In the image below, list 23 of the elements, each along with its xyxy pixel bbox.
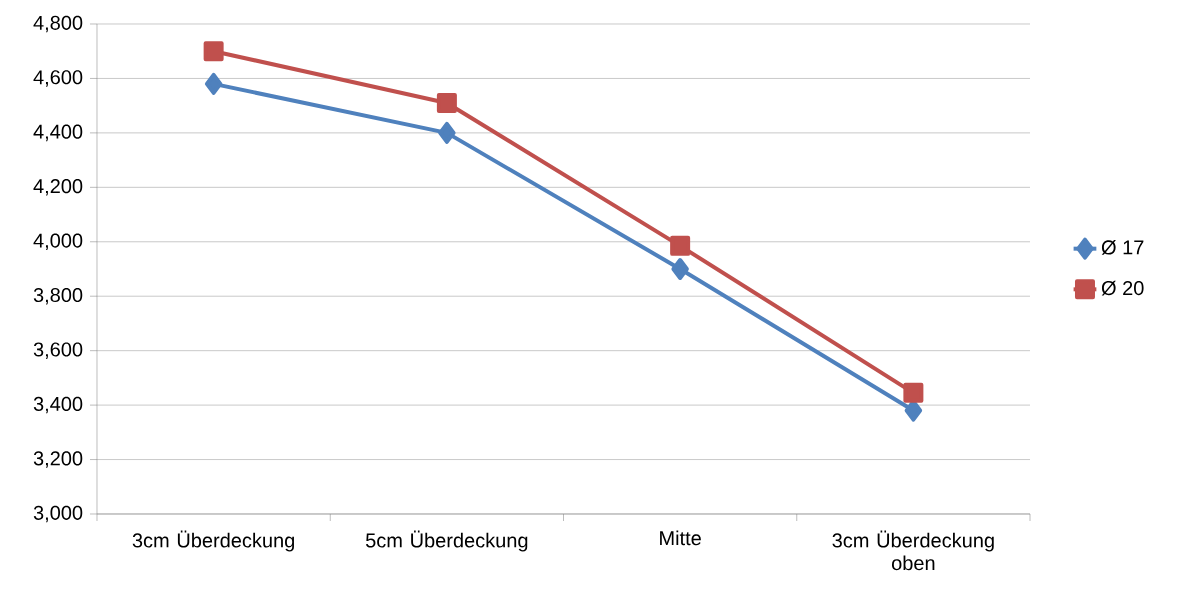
legend-label: Ø 20 [1101,280,1144,296]
x-tick-label: Mitte [660,530,701,546]
y-tick-label: 4,200 [33,179,83,196]
y-tick-label: 4,800 [33,15,83,33]
x-tick-label: 3cm Überdeckung oben [832,530,994,571]
y-tick-label: 4,000 [33,233,83,251]
legend-label: Ø 17 [1101,240,1144,255]
y-tick-label: 3,200 [33,451,83,468]
x-tick-label: 3cm Überdeckung [132,530,295,552]
point [671,258,689,280]
point [670,235,691,256]
y-tick-label: 3,000 [33,505,83,523]
y-tick-label: 3,400 [33,396,83,414]
y-tick-label: 4,400 [33,124,83,142]
y-tick-label: 3,800 [33,287,83,305]
point [203,41,224,62]
y-tick-label: 3,600 [33,342,83,359]
point [903,382,924,403]
point [436,92,457,113]
x-tick-label: 5cm Überdeckung [365,530,528,552]
point [438,121,456,144]
y-tick-label: 4,600 [33,70,83,87]
point [204,72,223,95]
